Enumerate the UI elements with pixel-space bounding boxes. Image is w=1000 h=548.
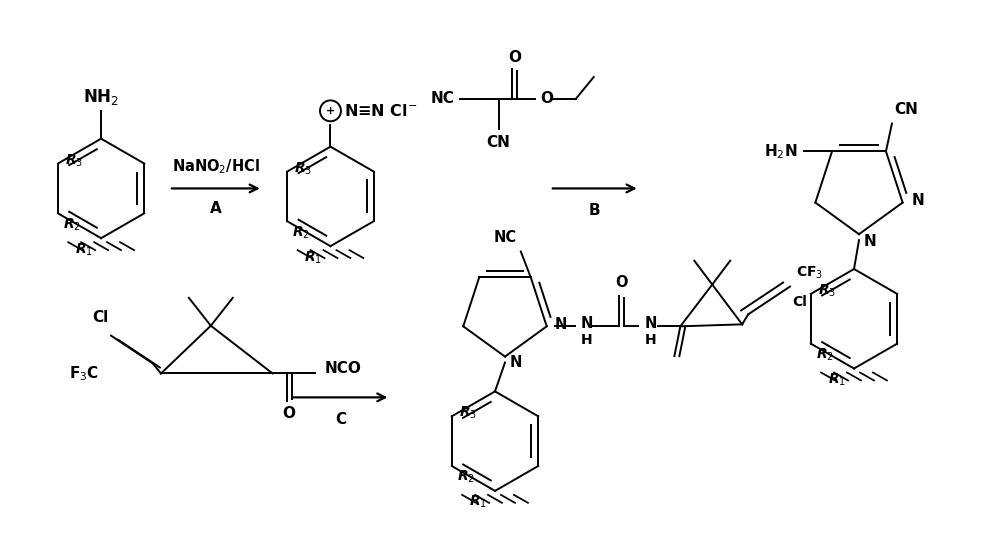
Text: NC: NC (430, 92, 454, 106)
Text: O: O (615, 275, 627, 290)
Text: H$_2$N: H$_2$N (764, 142, 797, 161)
Text: R$_3$: R$_3$ (459, 405, 477, 421)
Text: H: H (581, 333, 592, 347)
Text: O: O (508, 50, 521, 65)
Text: NCO: NCO (324, 361, 361, 376)
Text: N: N (644, 316, 657, 331)
Text: NaNO$_2$/HCl: NaNO$_2$/HCl (172, 157, 260, 176)
Text: +: + (326, 106, 335, 116)
Text: N≡N Cl$^{-}$: N≡N Cl$^{-}$ (344, 103, 418, 119)
Text: F$_3$C: F$_3$C (69, 364, 99, 383)
Text: CN: CN (894, 102, 918, 117)
Text: Cl: Cl (92, 310, 108, 326)
Text: A: A (210, 201, 222, 216)
Text: CF$_3$: CF$_3$ (796, 264, 823, 281)
Text: R$_1$: R$_1$ (75, 241, 93, 258)
Text: N: N (912, 193, 924, 208)
Text: R$_2$: R$_2$ (63, 216, 81, 233)
Text: R$_2$: R$_2$ (292, 224, 310, 241)
Text: R$_2$: R$_2$ (816, 347, 834, 363)
Text: O: O (540, 92, 553, 106)
Text: R$_3$: R$_3$ (65, 152, 83, 169)
Text: NC: NC (494, 230, 517, 245)
Text: N: N (510, 355, 522, 370)
Text: N: N (555, 317, 567, 332)
Text: R$_1$: R$_1$ (828, 372, 846, 388)
Text: N: N (864, 233, 877, 249)
Text: H: H (644, 333, 656, 347)
Text: N: N (581, 316, 593, 331)
Text: R$_2$: R$_2$ (457, 469, 475, 486)
Text: NH$_2$: NH$_2$ (83, 87, 119, 107)
Text: B: B (589, 203, 601, 218)
Text: C: C (335, 412, 346, 427)
Text: R$_3$: R$_3$ (294, 161, 312, 177)
Text: R$_1$: R$_1$ (469, 494, 487, 510)
Text: CN: CN (487, 135, 510, 150)
Text: O: O (283, 406, 296, 421)
Text: R$_1$: R$_1$ (304, 249, 322, 266)
Text: R$_3$: R$_3$ (818, 283, 836, 299)
Text: Cl: Cl (792, 295, 807, 310)
